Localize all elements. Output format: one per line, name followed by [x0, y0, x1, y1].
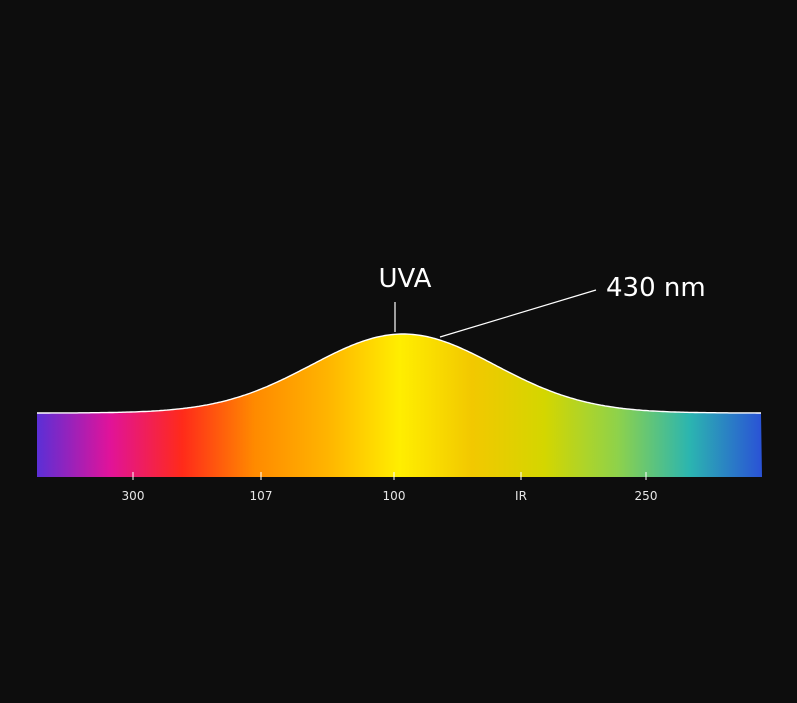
x-tick-label-2: 100 [383, 489, 406, 503]
spectrum-outline [37, 333, 761, 414]
peak-label: UVA [379, 264, 432, 294]
wavelength-label: 430 nm [606, 273, 706, 303]
x-tick-label-1: 107 [250, 489, 273, 503]
x-tick-label-0: 300 [122, 489, 145, 503]
x-tick-label-4: 250 [635, 489, 658, 503]
nm-annotation-line [439, 289, 597, 338]
x-tick-label-3: IR [515, 489, 527, 503]
x-axis-ticks: 300 107 100 IR 250 [122, 472, 658, 503]
spectrum-area [37, 334, 762, 477]
